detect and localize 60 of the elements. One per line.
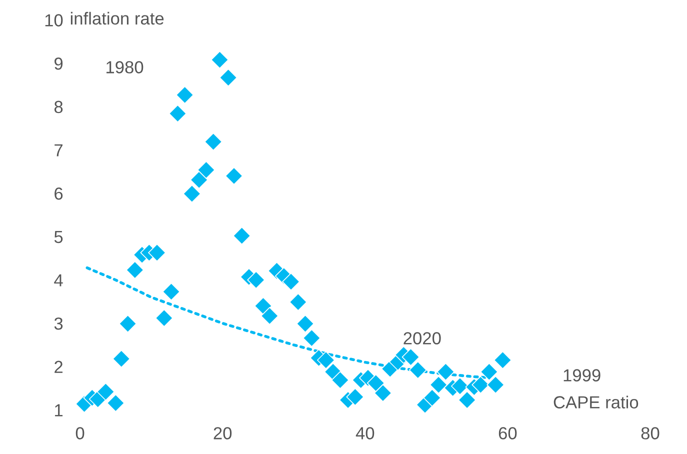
point — [162, 282, 180, 301]
point — [148, 244, 166, 262]
point — [232, 226, 251, 245]
x-tick-label: 60 — [498, 427, 517, 440]
y-tick-label: 4 — [54, 274, 63, 286]
point — [176, 86, 194, 104]
point — [247, 271, 266, 289]
y-axis-title: inflation rate — [70, 12, 164, 25]
x-tick-label: 40 — [356, 427, 374, 440]
annotation: 1980 — [106, 61, 144, 74]
point — [486, 376, 504, 394]
point — [366, 374, 385, 392]
point — [289, 293, 308, 311]
point — [494, 351, 512, 370]
point — [282, 272, 300, 291]
point — [436, 362, 455, 381]
point — [96, 382, 115, 401]
point — [374, 384, 392, 402]
y-tick-label: 10 — [45, 14, 63, 26]
x-tick-label: 0 — [76, 427, 84, 440]
annotation: 1999 — [564, 369, 600, 382]
point — [346, 388, 364, 406]
point — [254, 297, 272, 315]
point — [408, 361, 427, 380]
point — [106, 394, 125, 412]
point — [204, 132, 222, 151]
y-tick-label: 7 — [54, 144, 62, 156]
point — [331, 371, 350, 389]
point — [168, 104, 187, 122]
y-tick-label: 6 — [54, 187, 63, 200]
y-tick-label: 1 — [55, 404, 63, 416]
y-tick-label: 9 — [54, 57, 63, 70]
x-axis-title: CAPE ratio — [554, 396, 638, 408]
y-tick-label: 2 — [54, 360, 62, 373]
point — [402, 348, 420, 366]
point — [260, 307, 279, 325]
point — [480, 362, 498, 381]
point — [183, 184, 201, 203]
point — [317, 351, 335, 370]
point — [225, 167, 243, 185]
point — [423, 388, 442, 407]
point — [296, 314, 314, 333]
x-tick-label: 80 — [641, 427, 660, 440]
point — [430, 376, 448, 394]
point — [302, 329, 321, 347]
point — [126, 261, 144, 279]
point — [190, 170, 208, 189]
point — [112, 350, 130, 368]
y-tick-label: 8 — [54, 100, 63, 114]
annotation: 2020 — [404, 332, 441, 344]
point — [210, 50, 229, 69]
x-tick-label: 20 — [214, 427, 232, 440]
point — [458, 391, 476, 409]
point — [197, 160, 216, 179]
point — [155, 309, 174, 328]
point — [451, 377, 469, 396]
y-tick-label: 3 — [54, 317, 63, 330]
point — [219, 68, 238, 87]
y-tick-label: 5 — [54, 230, 63, 244]
point — [118, 314, 137, 333]
